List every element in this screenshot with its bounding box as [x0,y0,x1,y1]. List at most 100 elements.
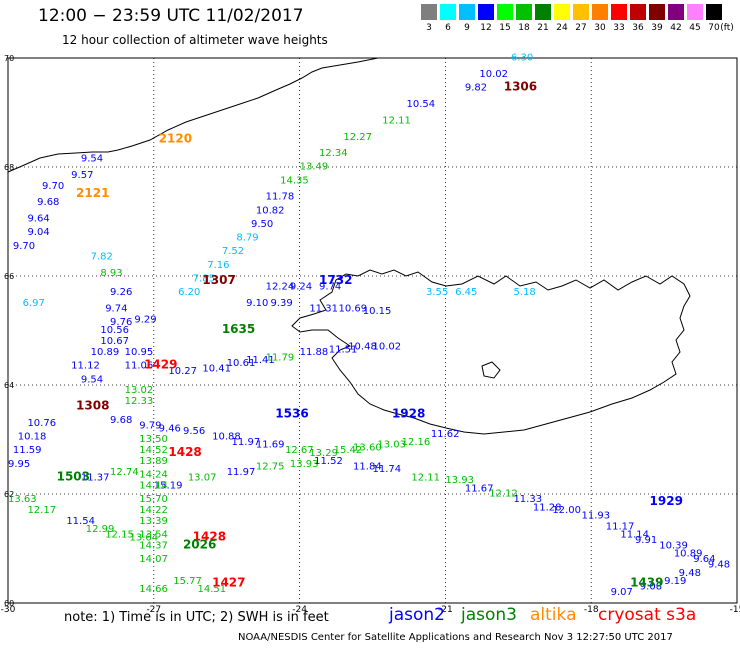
wave-height-value: 12.33 [125,396,154,407]
wave-height-value: 15.77 [173,576,202,587]
wave-height-value: 10.69 [338,303,367,314]
colorbar-swatch [497,4,513,20]
colorbar-swatch [611,4,627,20]
wave-height-value: 14.37 [139,541,168,552]
wave-height-value: 12.00 [552,505,581,516]
track-time-label: 1307 [202,273,235,287]
track-time-label: 1428 [193,529,226,543]
wave-height-value: 11.14 [620,530,649,541]
colorbar-swatch [687,4,703,20]
legend-jason3: jason3 [461,605,517,625]
wave-height-value: 9.39 [270,298,292,309]
wave-height-value: 3.55 [426,287,448,298]
wave-height-value: 14.66 [139,584,168,595]
track-time-label: 2121 [76,186,109,200]
wave-height-value: 9.70 [13,241,35,252]
wave-height-value: 9.68 [110,415,132,426]
colorbar-swatch [630,4,646,20]
wave-height-value: 11.37 [81,472,110,483]
colorbar-label: 27 [575,23,587,33]
colorbar-unit: (ft) [720,23,734,33]
track-time-label: 1732 [319,273,352,287]
wave-height-value: 13.39 [139,516,168,527]
legend-altika: altika [530,605,577,625]
colorbar-swatch [592,4,608,20]
wave-height-value: 10.67 [100,336,129,347]
colorbar-label: 9 [464,23,470,33]
colorbar-label: 45 [689,23,701,33]
wave-height-value: 9.57 [71,170,93,181]
x-tick-label: -27 [146,605,161,615]
wave-height-value: 9.24 [290,282,312,293]
colorbar-swatch [516,4,532,20]
wave-height-value: 9.48 [679,568,701,579]
wave-height-value: 7.52 [222,246,244,257]
wave-height-value: 13.93 [445,475,474,486]
note-text: note: 1) Time is in UTC; 2) SWH is in fe… [64,610,329,625]
wave-height-value: 11.33 [513,494,542,505]
colorbar-label: 24 [556,23,568,33]
y-tick-label: 66 [4,272,14,281]
wave-height-value: 9.08 [640,581,662,592]
wave-height-value: 11.59 [13,445,42,456]
wave-height-value: 9.82 [465,83,487,94]
track-time-label: 1308 [76,399,109,413]
wave-height-value: 13.50 [139,434,168,445]
wave-height-value: 9.79 [139,421,161,432]
track-time-label: 1503 [57,469,90,483]
wave-height-value: 10.61 [227,358,256,369]
wave-height-value: 11.51 [329,344,358,355]
track-time-label: 1427 [212,576,245,590]
wave-height-value: 14.14 [139,481,168,492]
wave-height-value: 13.07 [188,472,217,483]
wave-height-value: 11.79 [266,352,295,363]
wave-height-value: 10.48 [348,342,377,353]
axis-tick-labels: -30 -27 -24 -21 -18 -15 70 68 66 64 62 60 [1,54,740,615]
x-tick-label: -21 [438,605,453,615]
track-time-label: 1536 [275,407,308,421]
wave-height-value: 12.99 [86,524,115,535]
wave-height-value: 10.89 [674,549,703,560]
wave-height-value: 11.97 [227,467,256,478]
wave-height-value: 12.27 [343,132,372,143]
wave-height-value: 7.82 [91,252,113,263]
wave-height-value: 13.63 [8,494,37,505]
wave-height-value: 9.29 [134,314,156,325]
track-time-label: 1635 [222,322,255,336]
wave-height-value: 11.88 [300,347,329,358]
wave-height-value: 9.54 [81,154,103,165]
wave-height-value: 11.97 [232,437,261,448]
colorbar-label: 33 [613,23,625,33]
wave-height-value: 8.93 [100,268,122,279]
wave-height-value: 10.54 [407,99,436,110]
map-title: 12:00 − 23:59 UTC 11/02/2017 [38,6,304,26]
colorbar-swatch [649,4,665,20]
wave-height-value: 12.11 [411,472,440,483]
wave-height-value: 14.35 [280,175,309,186]
wave-height-value: 9.64 [693,554,715,565]
track-time-label: 1439 [630,576,663,590]
wave-height-value: 15.70 [139,494,168,505]
wave-height-value: 11.67 [465,483,494,494]
wave-height-value: 9.74 [319,282,341,293]
wave-height-value: 12.74 [110,467,139,478]
wave-height-value: 12.12 [489,489,518,500]
wave-height-value: 6.97 [23,298,45,309]
y-tick-label: 70 [4,54,14,63]
wave-height-value: 11.28 [533,502,562,513]
wave-height-value: 11.31 [309,303,338,314]
x-tick-label: -24 [292,605,307,615]
wave-height-value: 11.52 [314,456,343,467]
wave-height-value: 5.18 [513,287,535,298]
y-tick-label: 68 [4,163,14,172]
map-subtitle: 12 hour collection of altimeter wave hei… [62,33,328,47]
wave-height-value: 7.85 [193,273,215,284]
colorbar-label: 18 [518,23,530,33]
wave-height-value: 10.02 [373,342,402,353]
x-tick-label: -18 [584,605,599,615]
wave-height-value: 10.15 [363,306,392,317]
wave-height-value: 14.24 [139,470,168,481]
colorbar-swatch [459,4,475,20]
wave-height-value: 9.07 [611,587,633,598]
wave-height-value: 9.74 [105,303,127,314]
